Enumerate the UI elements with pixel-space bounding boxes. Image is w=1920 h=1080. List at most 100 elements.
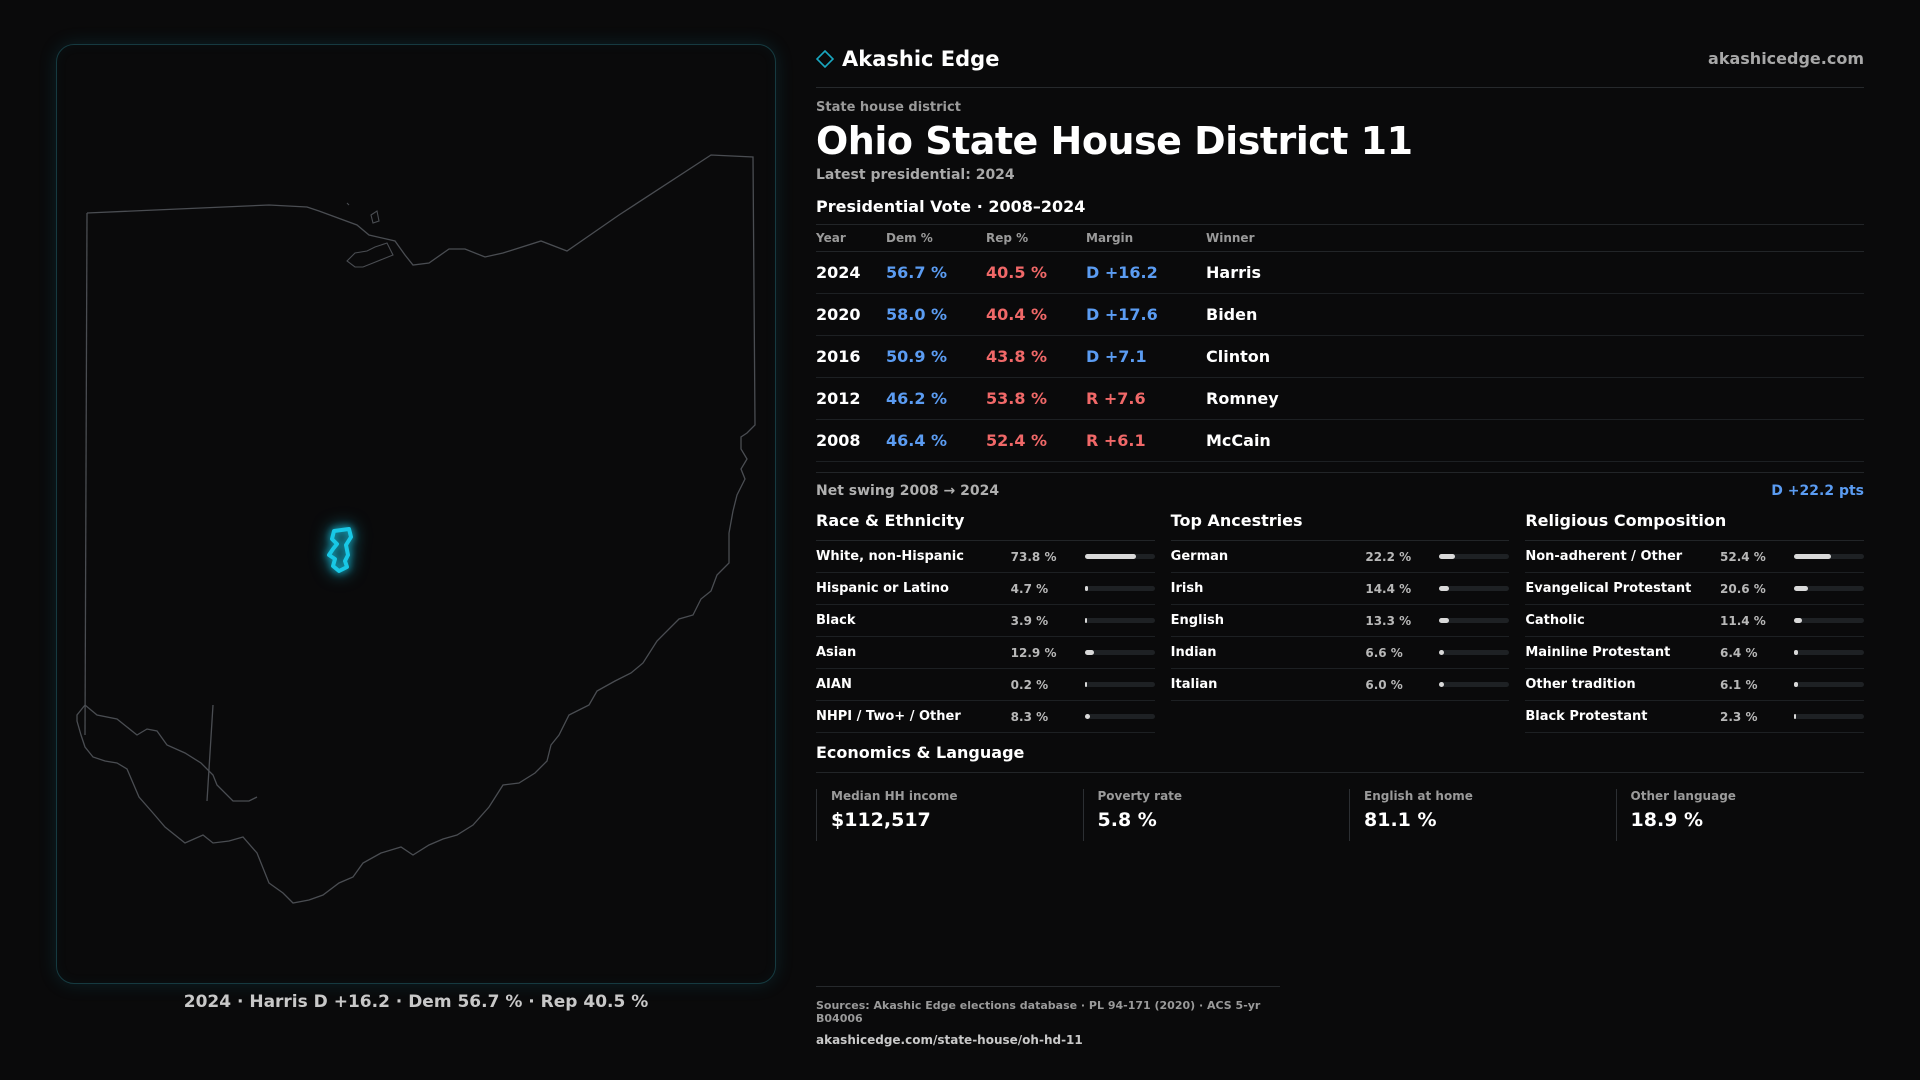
demographic-bar-fill: [1439, 682, 1444, 687]
demographic-column-title: Race & Ethnicity: [816, 511, 1155, 541]
margin-cell: D +17.6: [1086, 293, 1206, 336]
demographic-bar-fill: [1794, 554, 1831, 559]
demographic-bar-track: [1794, 586, 1865, 591]
demographic-bar-track: [1084, 714, 1155, 719]
list-item: Other tradition 6.1 %: [1525, 669, 1865, 701]
demographic-column: Race & Ethnicity White, non-Hispanic 73.8 …: [816, 511, 1155, 733]
stat-card: Median HH income $112,517: [816, 789, 1065, 841]
net-swing-label: Net swing 2008 → 2024: [816, 483, 1000, 499]
stat-value: 81.1 %: [1364, 809, 1437, 831]
year-cell: 2012: [816, 377, 886, 420]
demographic-percent: 13.3 %: [1365, 613, 1412, 628]
demographic-bar-track: [1439, 618, 1510, 623]
demographic-percent: 6.6 %: [1365, 645, 1403, 660]
demographic-column-title: Top Ancestries: [1170, 511, 1510, 541]
map-caption: 2024 · Harris D +16.2 · Dem 56.7 % · Rep…: [56, 992, 776, 1012]
demographic-label: German: [1170, 549, 1229, 564]
table-row: 2016 50.9 % 43.8 % D +7.1 Clinton: [816, 335, 1864, 378]
dem-pct-cell: 46.4 %: [886, 419, 986, 462]
margin-cell: R +7.6: [1086, 377, 1206, 420]
demographic-bar-track: [1084, 682, 1155, 687]
demographic-percent: 6.4 %: [1720, 645, 1758, 660]
demographic-bar-track: [1794, 618, 1865, 623]
list-item: NHPI / Two+ / Other 8.3 %: [816, 701, 1155, 733]
demographic-label: Evangelical Protestant: [1525, 581, 1692, 596]
winner-cell: Biden: [1206, 293, 1864, 336]
demographic-bar-track: [1794, 682, 1865, 687]
list-item: Catholic 11.4 %: [1525, 605, 1865, 637]
demographic-bar-fill: [1439, 554, 1455, 559]
stat-value: 5.8 %: [1097, 809, 1157, 831]
rep-pct-cell: 52.4 %: [986, 419, 1086, 462]
ohio-map[interactable]: [57, 45, 777, 985]
dem-pct-cell: 50.9 %: [886, 335, 986, 378]
winner-cell: Harris: [1206, 251, 1864, 294]
col-header-margin: Margin: [1086, 225, 1206, 252]
margin-cell: D +7.1: [1086, 335, 1206, 378]
demographic-bar-track: [1084, 586, 1155, 591]
winner-cell: McCain: [1206, 419, 1864, 462]
demographic-percent: 14.4 %: [1365, 581, 1412, 596]
footer: Sources: Akashic Edge elections database…: [816, 986, 1280, 1047]
district-panel: Akashic Edge akashicedge.com State house…: [816, 44, 1865, 841]
winner-cell: Clinton: [1206, 335, 1864, 378]
list-item: White, non-Hispanic 73.8 %: [816, 541, 1155, 573]
demographic-bar-fill: [1084, 586, 1088, 591]
demographic-percent: 6.0 %: [1365, 677, 1403, 692]
table-row: 2020 58.0 % 40.4 % D +17.6 Biden: [816, 293, 1864, 336]
district-map-card[interactable]: [56, 44, 776, 984]
table-row: 2012 46.2 % 53.8 % R +7.6 Romney: [816, 377, 1864, 420]
demographic-label: Catholic: [1525, 613, 1585, 628]
stat-label: Other language: [1630, 789, 1736, 803]
demographic-bar-track: [1439, 650, 1510, 655]
site-link[interactable]: akashicedge.com: [1708, 49, 1864, 68]
col-header-dem: Dem %: [886, 225, 986, 252]
list-item: Asian 12.9 %: [816, 637, 1155, 669]
rep-pct-cell: 53.8 %: [986, 377, 1086, 420]
demographic-bar-track: [1084, 618, 1155, 623]
table-row: 2008 46.4 % 52.4 % R +6.1 McCain: [816, 419, 1864, 462]
demographic-percent: 73.8 %: [1010, 549, 1057, 564]
year-cell: 2008: [816, 419, 886, 462]
economics-title: Economics & Language: [816, 743, 1864, 773]
demographic-column: Religious Composition Non-adherent / Othe…: [1525, 511, 1865, 733]
demographic-bar-fill: [1794, 618, 1802, 623]
year-cell: 2020: [816, 293, 886, 336]
list-item: Indian 6.6 %: [1170, 637, 1510, 669]
demographic-label: Italian: [1170, 677, 1218, 692]
footer-sources: Sources: Akashic Edge elections database…: [816, 999, 1261, 1025]
stat-card: Other language 18.9 %: [1615, 789, 1865, 841]
stat-card: Poverty rate 5.8 %: [1082, 789, 1332, 841]
dem-pct-cell: 56.7 %: [886, 251, 986, 294]
demographic-label: Indian: [1170, 645, 1217, 660]
demographic-column-title: Religious Composition: [1525, 511, 1865, 541]
demographic-label: English: [1170, 613, 1225, 628]
net-swing-value: D +22.2 pts: [1771, 483, 1864, 499]
brand[interactable]: Akashic Edge: [816, 47, 999, 71]
demographic-bar-fill: [1439, 586, 1450, 591]
economics-stats: Median HH income $112,517 Poverty rate 5.8 …: [816, 789, 1864, 841]
demographic-percent: 6.1 %: [1720, 677, 1758, 692]
demographic-bar-track: [1794, 650, 1865, 655]
ohio-state-outline-west: [84, 212, 88, 736]
district-11-shape[interactable]: [327, 527, 353, 573]
presidential-vote-table: Year Dem % Rep % Margin Winner 2024 56.7 …: [816, 225, 1864, 462]
stat-label: Poverty rate: [1097, 789, 1183, 803]
demographic-bar-fill: [1084, 554, 1137, 559]
demographic-percent: 4.7 %: [1010, 581, 1049, 596]
margin-cell: R +6.1: [1086, 419, 1206, 462]
demographic-bar-fill: [1794, 714, 1797, 719]
demographic-bar-fill: [1439, 618, 1449, 623]
votes-section-title: Presidential Vote · 2008–2024: [816, 197, 1864, 225]
rep-pct-cell: 40.4 %: [986, 293, 1086, 336]
demographic-label: Asian: [816, 645, 857, 660]
demographic-label: White, non-Hispanic: [816, 549, 964, 564]
demographic-percent: 11.4 %: [1720, 613, 1766, 628]
demographic-bar-track: [1794, 714, 1865, 719]
col-header-winner: Winner: [1206, 225, 1864, 252]
footer-url[interactable]: akashicedge.com/state-house/oh-hd-11: [816, 1033, 1083, 1047]
dem-pct-cell: 46.2 %: [886, 377, 986, 420]
demographic-bar-track: [1084, 650, 1155, 655]
list-item: German 22.2 %: [1170, 541, 1510, 573]
net-swing: Net swing 2008 → 2024 D +22.2 pts: [816, 472, 1864, 499]
